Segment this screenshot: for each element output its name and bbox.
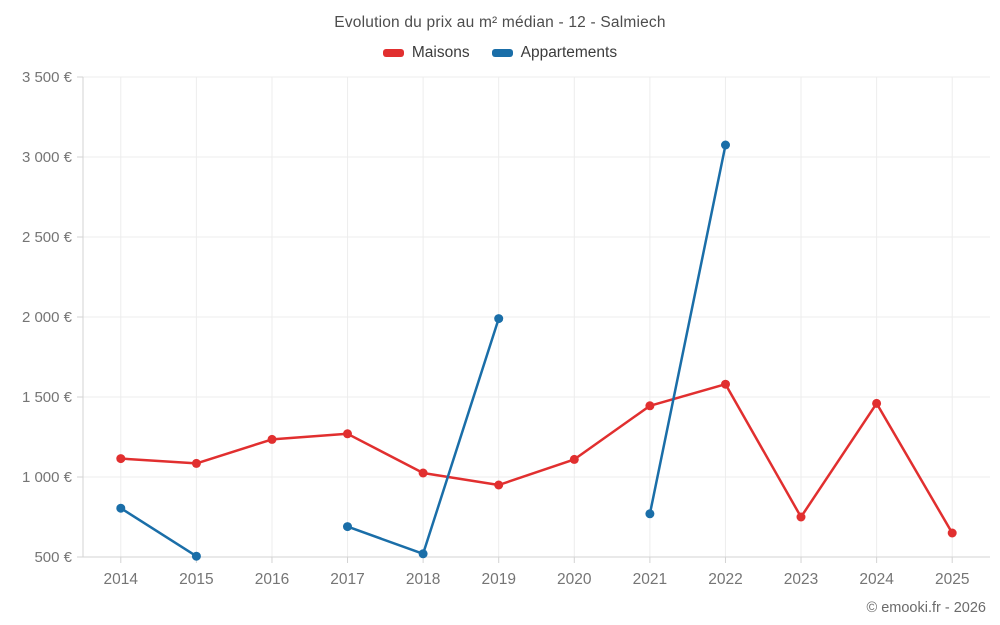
y-tick-label: 1 000 € — [22, 469, 73, 486]
data-point-maisons-2020[interactable] — [569, 454, 579, 464]
x-tick-label: 2021 — [633, 571, 667, 588]
maisons-swatch-icon — [382, 49, 404, 57]
x-tick-label: 2020 — [557, 571, 592, 588]
data-point-maisons-2019[interactable] — [494, 480, 504, 490]
data-point-maisons-2015[interactable] — [191, 458, 201, 468]
x-tick-label: 2017 — [330, 571, 364, 588]
x-tick-label: 2015 — [179, 571, 213, 588]
legend-item-appartements[interactable]: Appartements — [491, 44, 618, 62]
data-point-maisons-2024[interactable] — [872, 398, 882, 408]
data-point-maisons-2021[interactable] — [645, 401, 655, 411]
data-point-appartements-2022[interactable] — [721, 140, 730, 150]
x-tick-label: 2022 — [708, 571, 742, 588]
legend-label-appartements: Appartements — [520, 44, 618, 61]
data-point-maisons-2023[interactable] — [796, 512, 806, 522]
x-tick-label: 2023 — [784, 571, 818, 588]
chart-title: Evolution du prix au m² médian - 12 - Sa… — [334, 14, 666, 31]
data-point-appartements-2021[interactable] — [645, 509, 655, 519]
x-tick-label: 2016 — [255, 571, 289, 588]
data-point-maisons-2017[interactable] — [343, 429, 352, 439]
x-tick-label: 2019 — [481, 571, 515, 588]
x-tick-label: 2018 — [406, 571, 440, 588]
y-tick-label: 3 000 € — [22, 149, 73, 166]
data-point-appartements-2017[interactable] — [343, 522, 352, 532]
y-tick-label: 2 000 € — [22, 309, 73, 326]
y-tick-label: 500 € — [34, 549, 72, 566]
series-line-maisons — [119, 382, 954, 535]
data-point-maisons-2014[interactable] — [116, 454, 126, 464]
data-point-appartements-2015[interactable] — [191, 551, 201, 561]
x-tick-label: 2014 — [104, 571, 139, 588]
data-point-maisons-2025[interactable] — [947, 528, 957, 538]
data-point-appartements-2018[interactable] — [418, 549, 428, 559]
appartements-swatch-icon — [491, 49, 513, 57]
y-tick-label: 3 500 € — [22, 69, 73, 86]
y-tick-label: 2 500 € — [22, 229, 73, 246]
legend-label-maisons: Maisons — [411, 44, 470, 61]
data-point-appartements-2019[interactable] — [494, 314, 504, 324]
y-tick-label: 1 500 € — [22, 389, 73, 406]
data-point-appartements-2014[interactable] — [116, 503, 126, 513]
copyright-footer: © emooki.fr - 2026 — [866, 600, 986, 616]
x-tick-label: 2024 — [859, 571, 894, 588]
x-tick-label: 2025 — [935, 571, 969, 588]
legend-item-maisons[interactable]: Maisons — [382, 44, 470, 62]
data-point-maisons-2018[interactable] — [418, 468, 428, 478]
chart-legend: Maisons Appartements — [0, 44, 1000, 62]
data-point-maisons-2016[interactable] — [267, 434, 277, 444]
data-point-maisons-2022[interactable] — [721, 379, 730, 389]
